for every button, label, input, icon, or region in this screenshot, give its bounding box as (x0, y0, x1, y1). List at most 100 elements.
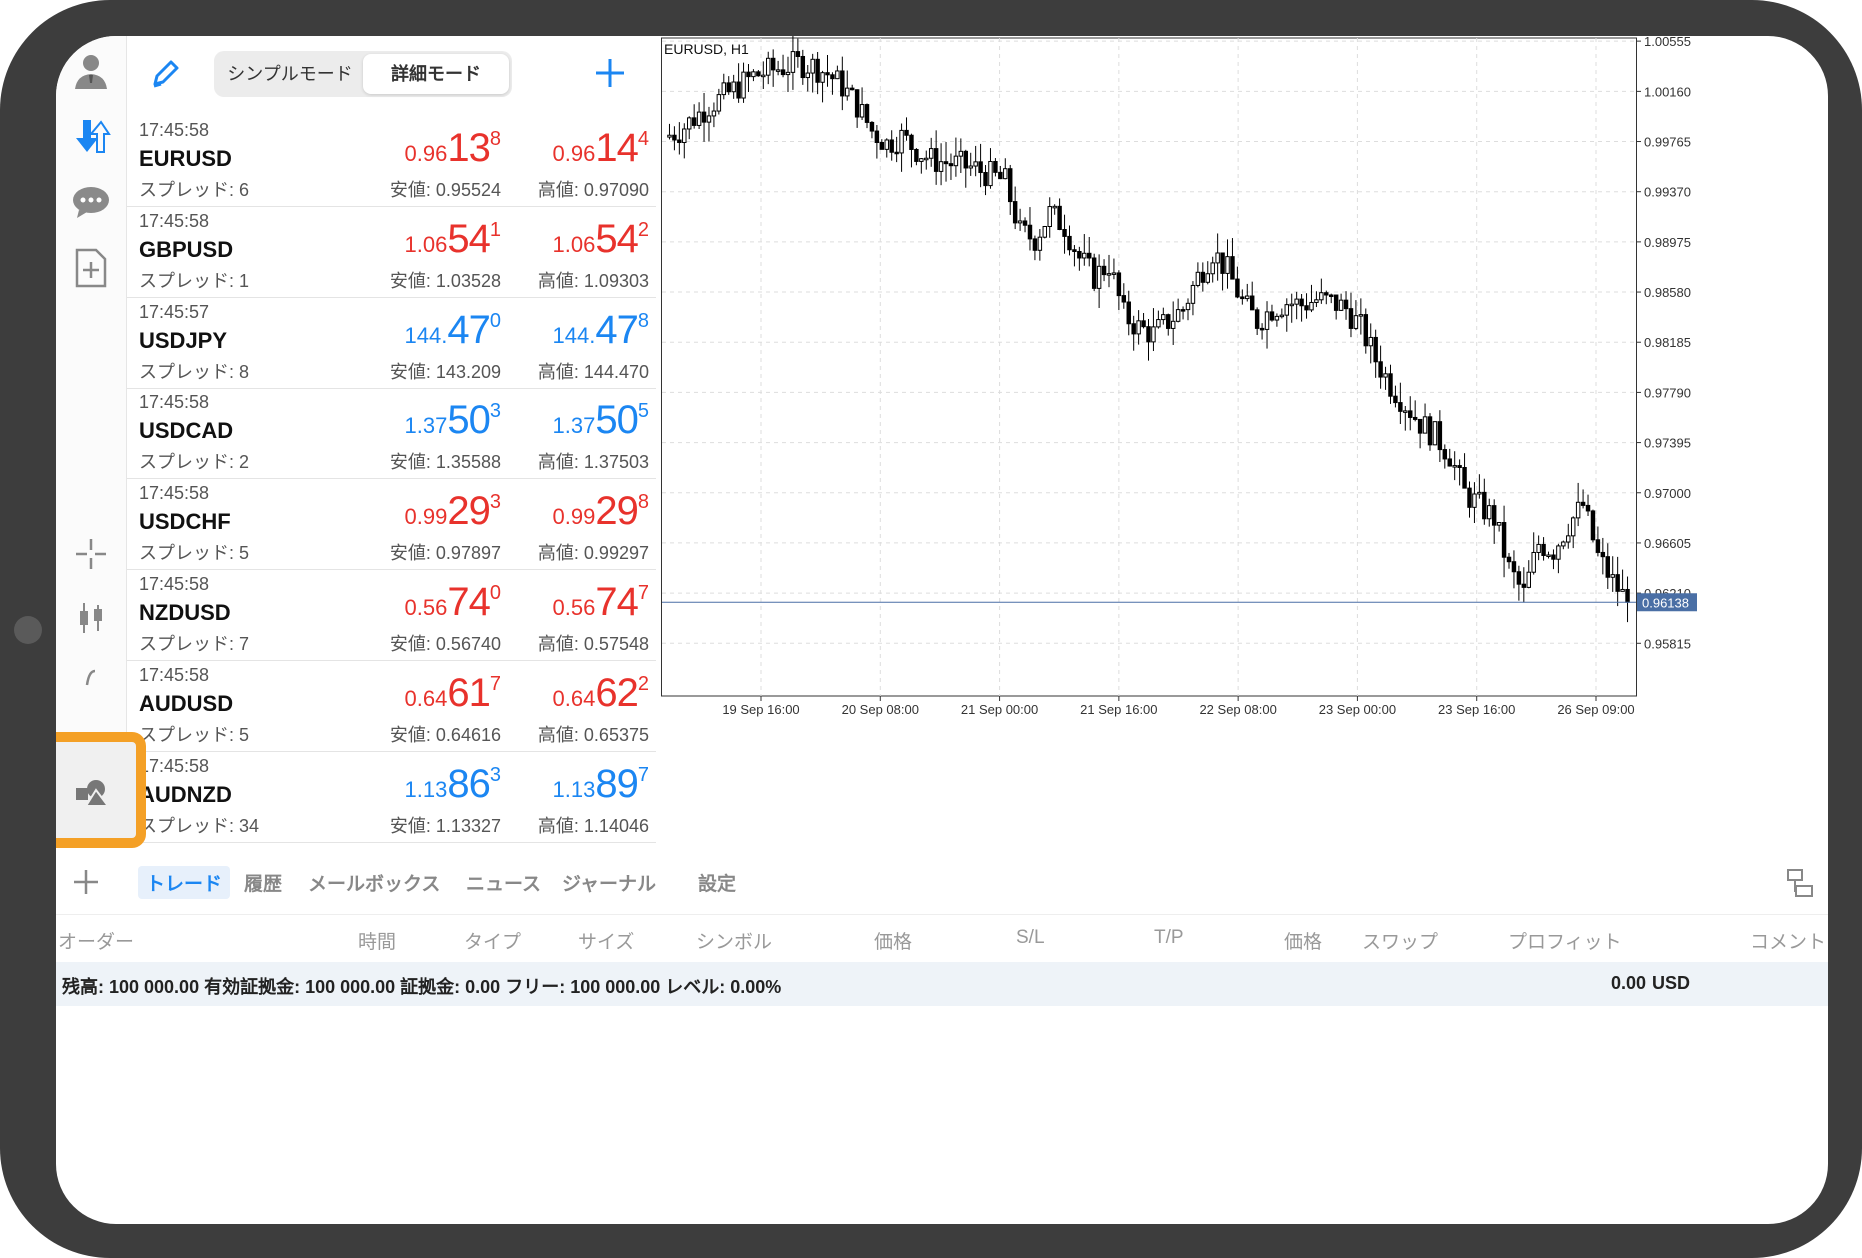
candle-body (1205, 273, 1210, 283)
tab-0[interactable]: トレード (138, 866, 231, 899)
quote-row[interactable]: 17:45:58 NZDUSD スプレッド: 7 0.56740 0.56747… (127, 570, 656, 661)
column-header[interactable]: 価格 (874, 932, 913, 953)
candle-body (1309, 301, 1314, 311)
indicator-icon[interactable] (56, 662, 126, 692)
chat-icon[interactable] (56, 180, 126, 224)
y-tick-label: 0.98580 (1644, 285, 1691, 300)
column-header[interactable]: コメント (1750, 932, 1827, 953)
column-header[interactable]: T/P (1154, 927, 1184, 948)
quote-row[interactable]: 17:45:58 USDCAD スプレッド: 2 1.37503 1.37505… (127, 388, 656, 480)
candle-body (1437, 421, 1443, 451)
column-header[interactable]: 価格 (1284, 932, 1323, 953)
candle-body (667, 134, 672, 138)
x-tick-label: 26 Sep 09:00 (1557, 702, 1634, 717)
candle-body (1314, 299, 1319, 303)
column-header[interactable]: オーダー (58, 932, 135, 953)
candle-body (1269, 311, 1275, 321)
quote-row[interactable]: 17:45:58 EURUSD スプレッド: 6 0.96138 0.96144… (127, 116, 656, 207)
column-header[interactable]: タイプ (464, 932, 522, 953)
candle-body (1595, 539, 1601, 553)
candle-body (1042, 226, 1048, 238)
candle-body (1012, 201, 1018, 224)
candle-body (1003, 168, 1008, 180)
low-price: 安値: 1.03528 (389, 270, 501, 291)
tab-1[interactable]: 履歴 (244, 874, 283, 895)
candle-body (1398, 402, 1403, 412)
trade-arrows-icon[interactable] (56, 114, 126, 158)
candle-body (1032, 238, 1038, 251)
candle-body (1007, 168, 1013, 203)
candle-body (686, 117, 692, 130)
candle-body (899, 129, 904, 154)
candle-body (1087, 252, 1092, 259)
candle-body (1067, 235, 1072, 251)
candle-body (1279, 314, 1285, 318)
quote-spread: スプレッド: 7 (139, 634, 250, 654)
y-tick-label: 1.00160 (1644, 84, 1691, 99)
price-chart[interactable]: 1.00555 1.00160 0.99765 0.99370 0.98975 0.985… (661, 36, 1828, 846)
layout-icon[interactable] (1786, 868, 1816, 903)
pencil-icon[interactable] (149, 58, 181, 95)
candle-body (810, 58, 815, 74)
tab-3[interactable]: ニュース (466, 874, 542, 895)
ask-price: 144.478 (552, 307, 649, 352)
candle-body (1422, 416, 1428, 434)
quote-symbol: USDCAD (139, 418, 234, 444)
candle-type-icon[interactable] (56, 598, 126, 638)
quote-row[interactable]: 17:45:57 USDJPY スプレッド: 8 144.470 144.478… (127, 298, 656, 389)
y-tick-label: 0.99370 (1644, 185, 1691, 200)
quote-time: 17:45:58 (139, 120, 210, 140)
candle-body (1467, 487, 1472, 508)
candle-body (849, 87, 855, 91)
simple-mode-button[interactable]: シンプルモード (227, 64, 353, 84)
tab-4[interactable]: ジャーナル (562, 874, 657, 895)
quote-row[interactable]: 17:45:58 USDCHF スプレッド: 5 0.99293 0.99298… (127, 479, 656, 571)
new-order-icon[interactable] (56, 246, 126, 290)
objects-button-highlight[interactable] (56, 732, 146, 848)
plus-icon[interactable] (593, 56, 627, 95)
balance-bar: 残高: 100 000.00 有効証拠金: 100 000.00 証拠金: 0.… (56, 962, 1828, 1006)
crosshair-icon[interactable] (56, 534, 126, 574)
quote-row[interactable]: 17:45:58 AUDUSD スプレッド: 5 0.64617 0.64622… (127, 661, 656, 752)
column-header[interactable]: スワップ (1362, 932, 1439, 953)
column-header[interactable]: S/L (1016, 927, 1045, 948)
toolbox-tabs: トレード 履歴 メールボックス ニュース ジャーナル 設定 (56, 854, 1828, 914)
add-plus-icon[interactable] (72, 868, 100, 901)
candle-body (1294, 298, 1299, 305)
quote-symbol: USDJPY (139, 327, 228, 353)
candle-body (805, 72, 810, 79)
tab-5[interactable]: 設定 (698, 874, 737, 895)
avatar-icon[interactable] (56, 48, 126, 94)
detail-mode-button[interactable]: 詳細モード (363, 54, 509, 94)
candle-body (1324, 292, 1329, 296)
candle-body (1254, 309, 1260, 329)
quote-row[interactable]: 17:45:58 GBPUSD スプレッド: 1 1.06541 1.06542… (127, 207, 656, 298)
candle-body (711, 110, 717, 117)
column-header[interactable]: 時間 (358, 932, 397, 953)
candle-body (696, 111, 702, 126)
candle-body (1022, 220, 1028, 226)
column-header[interactable]: サイズ (578, 932, 635, 953)
candle-body (820, 72, 825, 83)
quote-time: 17:45:58 (139, 483, 210, 504)
low-price: 安値: 0.56740 (389, 634, 501, 654)
column-header[interactable]: シンボル (696, 932, 773, 953)
quote-row[interactable]: 17:45:58 AUDNZD スプレッド: 34 1.13863 1.1389… (127, 752, 656, 843)
candle-body (1180, 309, 1186, 312)
candle-body (1072, 249, 1077, 253)
candle-body (1491, 505, 1497, 526)
chart-canvas[interactable]: 1.00555 1.00160 0.99765 0.99370 0.98975 0.985… (661, 36, 1828, 856)
candle-body (1274, 315, 1280, 321)
quote-time: 17:45:58 (139, 392, 210, 413)
column-header[interactable]: プロフィット (1508, 932, 1622, 953)
candle-body (736, 81, 741, 99)
high-price: 高値: 0.97090 (537, 180, 649, 200)
y-tick-label: 0.95815 (1644, 636, 1691, 651)
candle-body (1556, 545, 1561, 560)
candle-body (933, 148, 939, 172)
low-price: 安値: 143.209 (389, 361, 501, 382)
tab-2[interactable]: メールボックス (308, 874, 441, 895)
app-screen: シンプルモード 詳細モード 17:45:58 EURUSD スプレッド: 6 0… (56, 36, 1828, 1224)
candle-body (973, 161, 978, 167)
candle-body (706, 115, 712, 123)
